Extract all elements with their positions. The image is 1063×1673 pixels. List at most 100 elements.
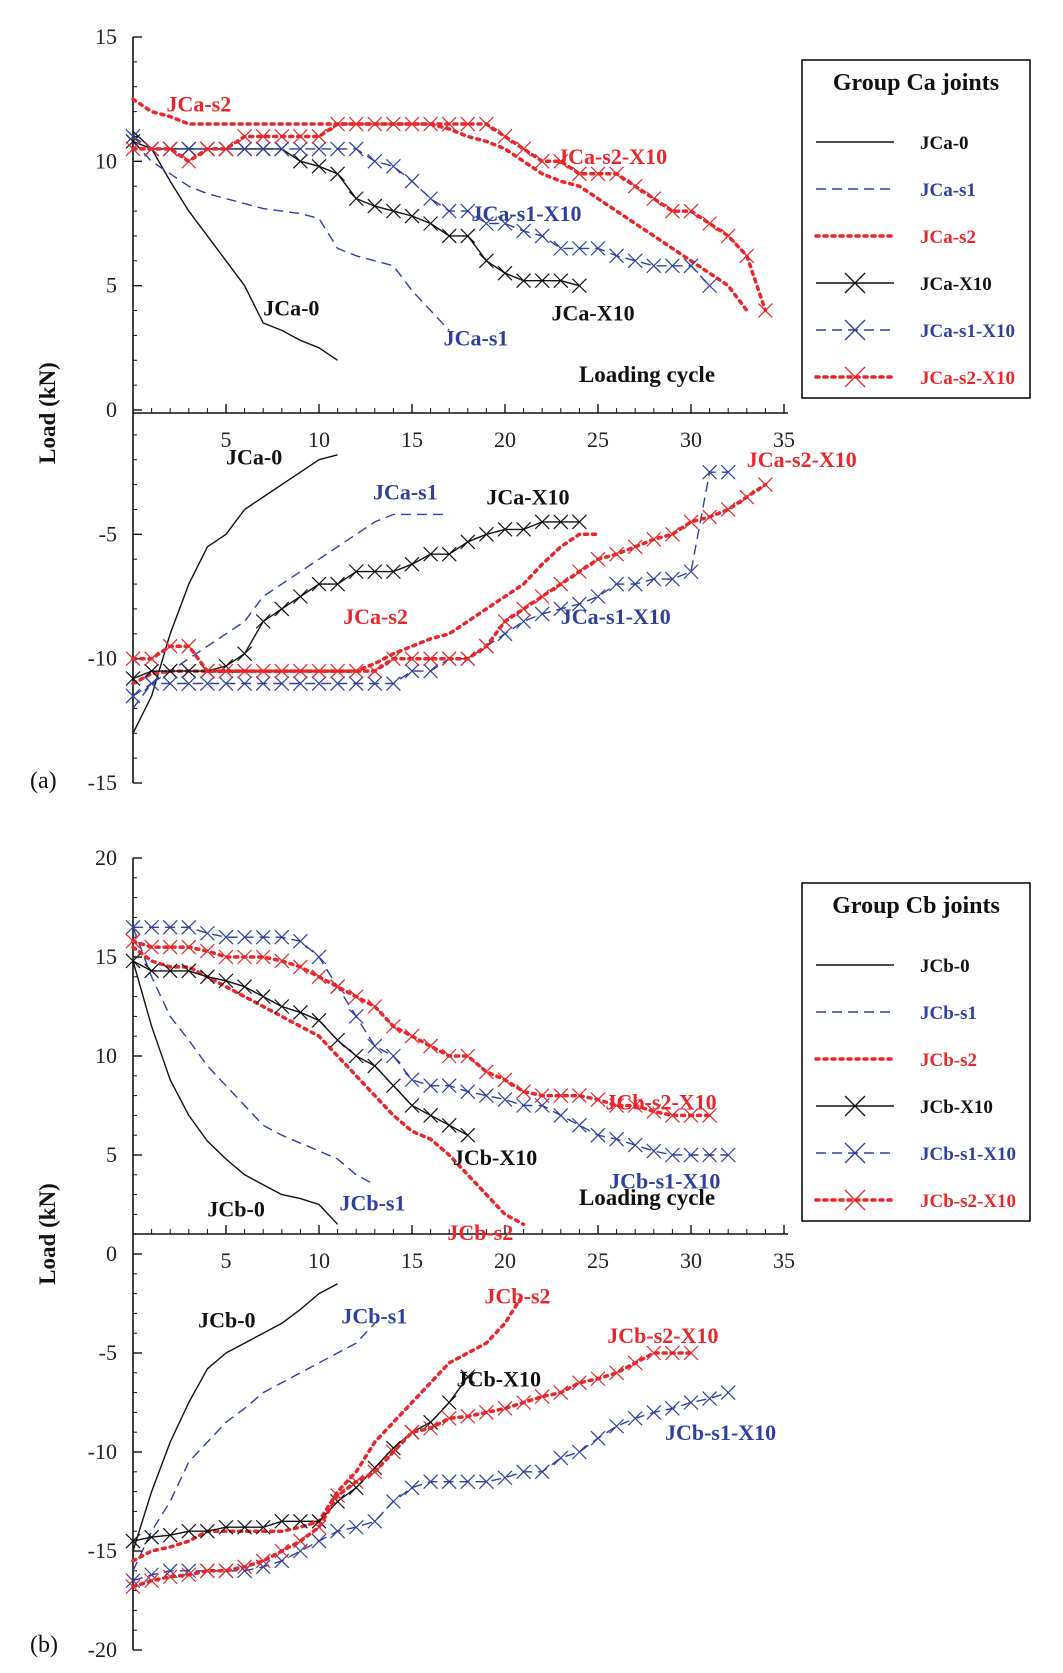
pb-data-point-jcb-x10 xyxy=(274,999,290,1014)
pb-data-point-jcb-x10 xyxy=(162,1527,178,1543)
pb-annotation-jcb-s2-x10: JCb-s2-X10 xyxy=(605,1089,716,1114)
pa-legend-label-jca-s1: JCa-s1 xyxy=(920,180,976,201)
pb-x-tick-label: 30 xyxy=(680,1248,702,1273)
pa-data-point-jca-x10 xyxy=(553,273,569,289)
pb-data-point-jcb-s1-x10 xyxy=(125,1573,141,1589)
pa-legend-marker-jca-s1-x10 xyxy=(844,319,866,341)
pa-data-point-jca-s2-x10 xyxy=(162,141,178,157)
pa-data-point-jca-s1-x10 xyxy=(553,240,569,256)
pa-data-point-jca-s1-x10 xyxy=(348,141,364,157)
pa-legend-label-jca-s2-x10: JCa-s2-X10 xyxy=(920,368,1015,389)
pb-x-tick-label: 15 xyxy=(401,1248,423,1273)
pa-data-point-jca-s2-x10 xyxy=(144,651,160,667)
pb-data-point-jcb-s2-x10 xyxy=(627,1355,643,1371)
pb-legend-label-jcb-s1-x10: JCb-s1-X10 xyxy=(920,1144,1016,1165)
pa-data-point-jca-s2-x10 xyxy=(683,203,699,219)
pa-data-point-jca-s2-x10 xyxy=(646,531,662,547)
pb-data-point-jcb-s2-x10 xyxy=(311,969,327,985)
pb-data-point-jcb-x10 xyxy=(274,1513,290,1529)
panel-b-chart: 20 15 10 5 0 -5 -10 -15 -20 5 10 15 20 25 30 35 JCb-s2-X… xyxy=(30,845,1031,1662)
pa-data-point-jca-s2-x10 xyxy=(144,141,160,157)
pb-annotation-jcb-x10: JCb-X10 xyxy=(457,1367,541,1392)
pb-data-point-jcb-s1-x10 xyxy=(571,1117,587,1133)
pa-data-point-jca-x10 xyxy=(404,556,420,572)
pa-data-point-jca-s1-x10 xyxy=(571,240,587,256)
pb-data-point-jcb-s2-x10 xyxy=(404,1424,420,1440)
pa-data-point-jca-s2-x10 xyxy=(720,228,736,244)
pa-series-line-jca-s1-negative xyxy=(132,513,450,709)
pb-data-point-jcb-x10 xyxy=(218,1519,234,1535)
pa-annotation-jca-x10: JCa-X10 xyxy=(486,484,569,509)
pa-y-tick-label: 15 xyxy=(95,24,117,49)
pa-data-point-jca-x10 xyxy=(516,521,532,537)
pa-legend-label-jca-s2: JCa-s2 xyxy=(920,227,976,248)
pb-legend-label-jcb-s1: JCb-s1 xyxy=(920,1003,977,1024)
pa-data-point-jca-s1-x10 xyxy=(441,203,457,219)
pb-data-point-jcb-s1-x10 xyxy=(237,929,253,945)
pb-data-point-jcb-s1-x10 xyxy=(404,1480,420,1496)
pb-data-point-jcb-s1-x10 xyxy=(441,1474,457,1490)
pb-data-point-jcb-s1-x10 xyxy=(609,1131,625,1147)
pa-annotation-jca-0: JCa-0 xyxy=(226,445,282,470)
pa-data-point-jca-s2-x10 xyxy=(553,576,569,592)
pb-data-point-jcb-s2-x10 xyxy=(683,1107,699,1123)
pa-y-tick-label: -5 xyxy=(99,521,117,546)
pb-data-point-jcb-s1-x10 xyxy=(348,1008,364,1024)
pa-data-point-jca-x10 xyxy=(367,198,383,214)
pb-data-point-jcb-s2-x10 xyxy=(162,939,178,955)
pa-data-point-jca-s2-x10 xyxy=(516,601,532,617)
pa-data-point-jca-s2-x10 xyxy=(460,116,476,132)
pa-annotation-jca-s2-x10: JCa-s2-X10 xyxy=(557,144,667,169)
pb-data-point-jcb-s2-x10 xyxy=(441,1410,457,1426)
pb-data-point-jcb-s2-x10 xyxy=(292,1533,308,1549)
pa-data-point-jca-s1-x10 xyxy=(125,129,141,144)
pb-series-line-jcb-0-negative xyxy=(132,1283,338,1552)
pa-data-point-jca-s2-x10 xyxy=(274,129,290,144)
pa-data-point-jca-s2-x10 xyxy=(199,141,215,157)
pa-data-point-jca-x10 xyxy=(478,253,494,269)
pa-series-line-jca-s1-x10-positive xyxy=(132,135,711,287)
pa-data-point-jca-s2-x10 xyxy=(255,129,271,144)
pb-annotation-jcb-s1-x10: JCb-s1-X10 xyxy=(665,1420,776,1445)
pb-data-point-jcb-x10 xyxy=(385,1078,401,1094)
pa-data-point-jca-x10 xyxy=(423,216,439,231)
pb-data-point-jcb-s1-x10 xyxy=(255,929,271,945)
pb-data-point-jcb-x10 xyxy=(125,1533,141,1549)
pa-data-point-jca-s2-x10 xyxy=(125,141,141,157)
pa-data-point-jca-s1-x10 xyxy=(199,676,215,691)
pa-data-point-jca-x10 xyxy=(571,514,587,530)
pa-data-point-jca-s2-x10 xyxy=(757,477,773,493)
pb-data-point-jcb-s2-x10 xyxy=(255,949,271,965)
pb-data-point-jcb-s2-x10 xyxy=(367,999,383,1014)
pa-annotation-jca-x10: JCa-X10 xyxy=(552,300,635,325)
pa-data-point-jca-s2-x10 xyxy=(646,191,662,207)
pb-data-point-jcb-s2-x10 xyxy=(553,1385,569,1401)
pa-data-point-jca-s1-x10 xyxy=(125,688,141,704)
pa-data-point-jca-s2-x10 xyxy=(385,116,401,132)
pb-x-tick-label: 35 xyxy=(773,1248,795,1273)
pb-data-point-jcb-s2-x10 xyxy=(441,1048,457,1064)
pa-data-point-jca-x10 xyxy=(367,564,383,580)
pb-data-point-jcb-s1-x10 xyxy=(311,1533,327,1549)
pb-data-point-jcb-s2-x10 xyxy=(348,1474,364,1490)
pb-data-point-jcb-s2-x10 xyxy=(404,1028,420,1044)
pb-data-point-jcb-s1-x10 xyxy=(423,1474,439,1490)
pa-data-point-jca-x10 xyxy=(497,521,513,537)
pb-legend-box xyxy=(801,882,1031,1222)
pb-data-point-jcb-s2-x10 xyxy=(609,1098,625,1113)
pb-data-point-jcb-s1-x10 xyxy=(516,1464,532,1480)
pa-data-point-jca-s1-x10 xyxy=(627,253,643,269)
pa-data-point-jca-s1-x10 xyxy=(404,173,420,189)
panel-a-chart: 15 10 5 0 -5 -10 -15 5 10 15 20 25 30 35 JCa-s2 JCa-s2-… xyxy=(30,24,1031,795)
pa-data-point-jca-s2-x10 xyxy=(571,166,587,182)
pb-x-tick-label: 10 xyxy=(308,1248,330,1273)
pa-series-line-jca-0-negative xyxy=(132,454,338,734)
pb-data-point-jcb-s1-x10 xyxy=(516,1098,532,1113)
pa-data-point-jca-x10 xyxy=(255,613,271,629)
pa-series-line-jca-0-positive xyxy=(132,130,338,361)
pb-data-point-jcb-s2-x10 xyxy=(534,1389,550,1404)
pb-data-point-jcb-s2-x10 xyxy=(664,1345,680,1361)
pb-data-point-jcb-s1-x10 xyxy=(553,1107,569,1123)
pb-y-tick-label: -10 xyxy=(88,1439,117,1464)
pb-data-point-jcb-s1-x10 xyxy=(423,1078,439,1094)
